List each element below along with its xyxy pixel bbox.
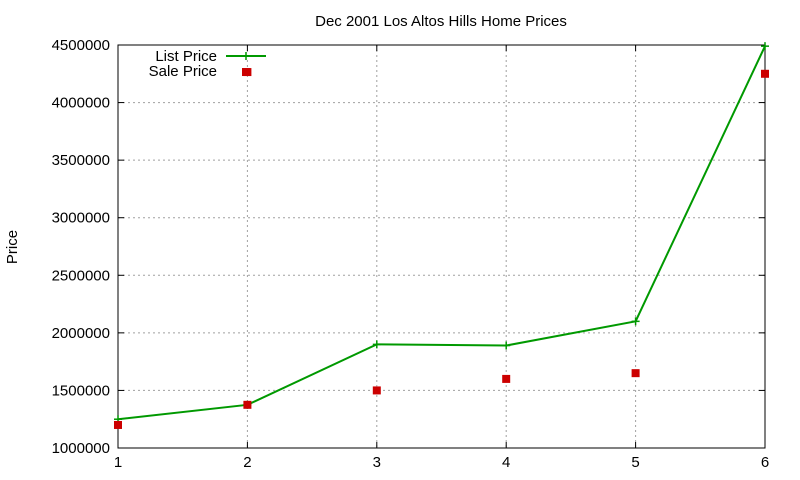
data-point-sale-price	[243, 400, 252, 409]
chart-title: Dec 2001 Los Altos Hills Home Prices	[315, 13, 567, 30]
data-point-sale-price	[372, 386, 381, 395]
legend-sample-marker-list-price	[242, 52, 250, 60]
data-point-sale-price	[114, 420, 122, 429]
data-point-list-price	[372, 340, 381, 349]
data-series	[114, 42, 769, 429]
data-point-list-price	[502, 341, 511, 350]
y-tick-label: 3500000	[52, 152, 110, 169]
y-tick-label: 1000000	[52, 440, 110, 457]
series-list-price	[114, 42, 769, 424]
legend-sample-marker-sale-price	[242, 68, 250, 76]
data-point-list-price	[631, 317, 640, 326]
x-tick-label: 4	[502, 454, 510, 471]
grid	[118, 45, 765, 448]
axis-ticks: 1 2 3 4 5 6 1000000 1500000 2000000 2500000 300000…	[52, 37, 770, 471]
y-tick-label: 4500000	[52, 37, 110, 54]
x-tick-label: 5	[631, 454, 639, 471]
x-tick-label: 6	[761, 454, 769, 471]
y-tick-label: 1500000	[52, 382, 110, 399]
legend: List Price Sale Price	[149, 48, 266, 80]
plot-frame	[117, 44, 766, 449]
legend-label-sale-price: Sale Price	[149, 63, 217, 80]
legend-label-list-price: List Price	[155, 48, 217, 65]
x-tick-label: 3	[373, 454, 381, 471]
y-axis-label: Price	[4, 230, 21, 264]
x-tick-label: 2	[243, 454, 251, 471]
y-tick-label: 2000000	[52, 325, 110, 342]
x-tick-label: 1	[114, 454, 122, 471]
data-point-list-price	[761, 42, 769, 51]
y-tick-label: 4000000	[52, 95, 110, 112]
data-point-sale-price	[761, 69, 769, 78]
series-line-list-price	[117, 45, 766, 421]
y-tick-label: 2500000	[52, 267, 110, 284]
data-point-sale-price	[631, 369, 640, 378]
y-tick-label: 3000000	[52, 210, 110, 227]
data-point-sale-price	[502, 374, 511, 383]
